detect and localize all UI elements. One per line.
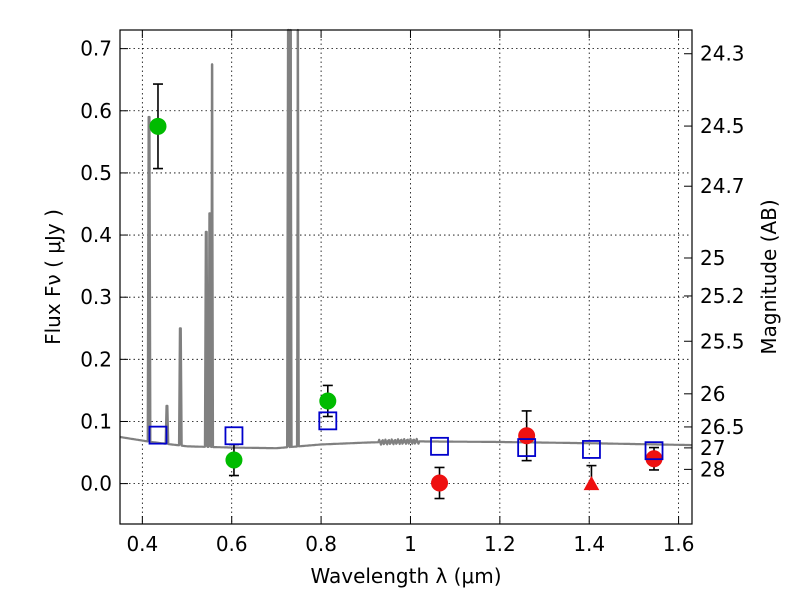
model-point-square (430, 436, 449, 456)
model-point-square (582, 440, 601, 459)
data-point-circle (149, 117, 167, 135)
model-point-square (644, 441, 664, 461)
y-tick-label: 0.3 (80, 285, 112, 309)
data-point-triangle (583, 476, 600, 491)
right-axis-label: Magnitude (AB) (757, 199, 781, 354)
x-tick-label: 1 (404, 532, 417, 556)
x-tick-label: 0.4 (126, 532, 158, 556)
model-point-square (318, 411, 338, 431)
x-tick-label: 0.8 (305, 532, 337, 556)
right-tick-label: 26.5 (700, 415, 745, 439)
data-point-circle (225, 451, 243, 469)
right-tick-label: 28 (700, 457, 725, 481)
model-spectrum-line (119, 28, 693, 450)
right-tick-label: 25.5 (700, 329, 745, 353)
model-spectrum (119, 28, 693, 450)
y-tick-label: 0.5 (80, 161, 112, 185)
y-tick-label: 0.6 (80, 99, 112, 123)
x-tick-label: 1.6 (663, 532, 695, 556)
right-tick-label: 25.2 (700, 284, 745, 308)
data-point-circle (431, 474, 449, 492)
y-tick-label: 0.7 (80, 37, 112, 61)
model-point-square (517, 438, 537, 457)
right-tick-label: 24.7 (700, 174, 745, 198)
data-point-circle (518, 427, 536, 445)
model-point-square (224, 426, 244, 446)
y-tick-label: 0.2 (80, 347, 112, 371)
axis-ticks (120, 30, 692, 524)
data-points (148, 83, 664, 500)
x-tick-label: 1.4 (573, 532, 605, 556)
grid-lines (120, 30, 692, 524)
right-tick-label: 24.5 (700, 114, 745, 138)
right-tick-label: 25 (700, 246, 725, 270)
data-point-circle (319, 392, 337, 410)
right-tick-label: 26 (700, 382, 725, 406)
x-tick-label: 0.6 (216, 532, 248, 556)
right-tick-label: 27 (700, 436, 725, 460)
plot-frame (119, 29, 693, 525)
y-tick-label: 0.1 (80, 409, 112, 433)
model-point-square (148, 425, 168, 445)
x-tick-label: 1.2 (484, 532, 516, 556)
y-tick-label: 0.0 (80, 472, 112, 496)
right-tick-label: 24.3 (700, 42, 745, 66)
y-axis-label: Flux Fν ( μJy ) (41, 209, 65, 345)
y-tick-label: 0.4 (80, 223, 112, 247)
tick-labels: 0.4 0.6 0.8 1 1.2 1.4 1.6 0.0 0.1 0.2 0.3 0.4 0.5 0.6… (80, 37, 744, 556)
x-axis-label: Wavelength λ (μm) (310, 564, 501, 588)
